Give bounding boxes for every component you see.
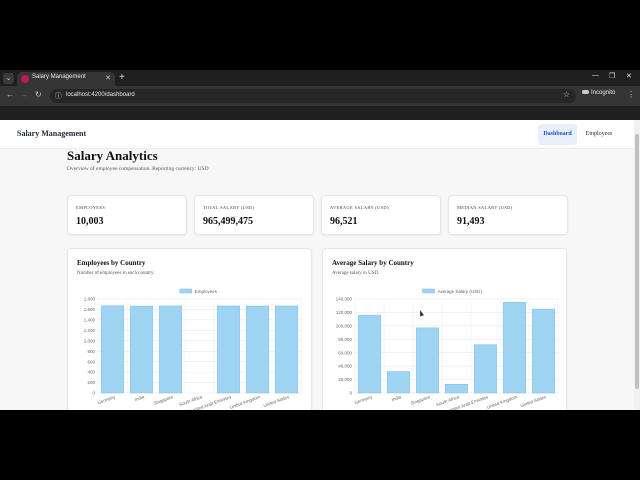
kpi-label: MEDIAN SALARY (USD): [457, 205, 513, 210]
tab-bar: ⌄ Salary Management ✕ + — ❐ ✕: [0, 70, 640, 86]
page-title: Salary Analytics: [67, 148, 158, 163]
legend-label: Average Salary (USD): [438, 289, 483, 294]
bookmark-star-icon[interactable]: ☆: [562, 90, 570, 99]
browser-toolbar: ← → ↻ ⓘ localhost:4200/dashboard ☆ Incog…: [0, 86, 640, 106]
x-tick-label: Singapore: [410, 394, 431, 406]
close-icon[interactable]: ✕: [105, 75, 111, 82]
chart-card-average-salary-by-country: Average Salary by Country Average salary…: [322, 248, 567, 410]
x-tick-label: Germany: [354, 394, 374, 405]
bar: [129, 305, 154, 394]
app-header: Salary Management Dashboard Employees: [0, 120, 634, 149]
y-tick-label: 1,800: [84, 297, 96, 302]
kpi-value: 10,003: [76, 216, 104, 227]
y-tick-label: 1,600: [84, 307, 96, 312]
average-salary-bar-chart: Average Salary (USD) 0 20,000 40,000 60,000 8…: [336, 288, 559, 410]
kpi-label: TOTAL SALARY (USD): [203, 205, 255, 210]
employees-bar-chart: Employees 0 200 400 600 800 1,000 1,200 1,400 1,6…: [84, 288, 302, 410]
nav-dashboard[interactable]: Dashboard: [538, 124, 577, 145]
minimize-icon[interactable]: —: [592, 72, 599, 79]
y-tick-label: 20,000: [338, 377, 352, 382]
bar: [357, 314, 382, 394]
x-tick-label: United Kingdom: [486, 394, 518, 410]
y-tick-label: 200: [87, 380, 95, 385]
bar: [531, 308, 556, 394]
kpi-label: AVERAGE SALARY (USD): [330, 205, 389, 210]
tab-search-button[interactable]: ⌄: [3, 73, 14, 84]
chart-subtitle: Number of employees in each country.: [77, 271, 155, 276]
browser-tab[interactable]: Salary Management ✕: [17, 72, 115, 86]
chart-subtitle: Average salary in USD.: [332, 271, 380, 276]
y-tick-label: 0: [349, 391, 352, 396]
scroll-thumb[interactable]: [635, 134, 639, 389]
kpi-value: 96,521: [330, 216, 358, 227]
y-tick-label: 40,000: [338, 364, 352, 369]
url-text[interactable]: localhost:4200/dashboard: [66, 92, 135, 98]
restore-icon[interactable]: ❐: [609, 73, 616, 80]
kpi-card-average-salary: AVERAGE SALARY (USD) 96,521: [321, 195, 441, 235]
favicon-icon: [21, 75, 29, 83]
browser-menu-icon[interactable]: ⋮: [627, 90, 635, 99]
y-tick-label: 600: [87, 359, 95, 364]
chart-title: Average Salary by Country: [332, 259, 414, 267]
reload-icon[interactable]: ↻: [35, 90, 42, 99]
nav-employees[interactable]: Employees: [585, 131, 613, 137]
kpi-value: 965,499,475: [203, 216, 253, 227]
chart-card-employees-by-country: Employees by Country Number of employees…: [67, 248, 312, 410]
y-tick-label: 60,000: [338, 350, 352, 355]
y-tick-label: 0: [92, 391, 95, 396]
new-tab-button[interactable]: +: [119, 72, 125, 83]
bar: [158, 305, 183, 394]
bar: [245, 305, 270, 394]
y-tick-label: 400: [87, 370, 95, 375]
y-tick-label: 140,000: [336, 297, 353, 302]
y-tick-label: 1,200: [84, 328, 96, 333]
page-scrollbar[interactable]: [634, 120, 640, 410]
x-tick-label: Singapore: [153, 394, 174, 406]
y-tick-label: 1,400: [84, 317, 96, 322]
legend-label: Employees: [195, 289, 218, 294]
x-tick-label: United States: [520, 394, 548, 408]
forward-icon[interactable]: →: [20, 90, 28, 99]
back-icon[interactable]: ←: [6, 90, 14, 99]
legend-swatch: [179, 288, 193, 294]
kpi-value: 91,493: [457, 216, 485, 227]
brand-title: Salary Management: [17, 129, 87, 138]
y-tick-label: 120,000: [336, 310, 353, 315]
y-tick-label: 1,000: [84, 338, 96, 343]
chart-title: Employees by Country: [77, 259, 146, 267]
y-tick-label: 80,000: [338, 337, 352, 342]
x-tick-label: India: [391, 394, 402, 402]
close-window-icon[interactable]: ✕: [626, 73, 632, 80]
y-tick-label: 800: [87, 349, 95, 354]
incognito-badge[interactable]: Incognito: [582, 90, 615, 96]
bar: [473, 344, 498, 394]
bar: [386, 371, 411, 394]
bar: [216, 305, 241, 394]
browser-window: ⌄ Salary Management ✕ + — ❐ ✕ ← → ↻ ⓘ lo…: [0, 70, 640, 410]
x-tick-label: India: [134, 394, 145, 402]
kpi-card-employees: EMPLOYEES 10,003: [67, 195, 187, 235]
y-tick-label: 100,000: [336, 323, 353, 328]
page-subtitle: Overview of employee compensation. Repor…: [67, 166, 209, 172]
bar: [100, 305, 125, 394]
address-bar[interactable]: ⓘ localhost:4200/dashboard ☆: [50, 89, 576, 103]
legend-swatch: [422, 288, 435, 294]
x-tick-label: Germany: [97, 394, 117, 405]
bar: [415, 327, 440, 394]
x-tick-label: United Kingdom: [229, 394, 261, 410]
chevron-down-icon: ⌄: [5, 75, 12, 82]
bar: [502, 302, 527, 394]
site-info-icon[interactable]: ⓘ: [55, 93, 62, 100]
kpi-card-median-salary: MEDIAN SALARY (USD) 91,493: [448, 195, 568, 235]
incognito-label: Incognito: [591, 90, 616, 96]
kpi-label: EMPLOYEES: [76, 205, 106, 210]
page-viewport: Salary Management Dashboard Employees Sa…: [0, 120, 640, 410]
tab-title: Salary Management: [32, 74, 86, 80]
x-tick-label: United States: [263, 394, 291, 408]
bar: [274, 305, 299, 394]
bar: [444, 384, 469, 394]
incognito-icon: [582, 90, 589, 95]
kpi-card-total-salary: TOTAL SALARY (USD) 965,499,475: [194, 195, 314, 235]
